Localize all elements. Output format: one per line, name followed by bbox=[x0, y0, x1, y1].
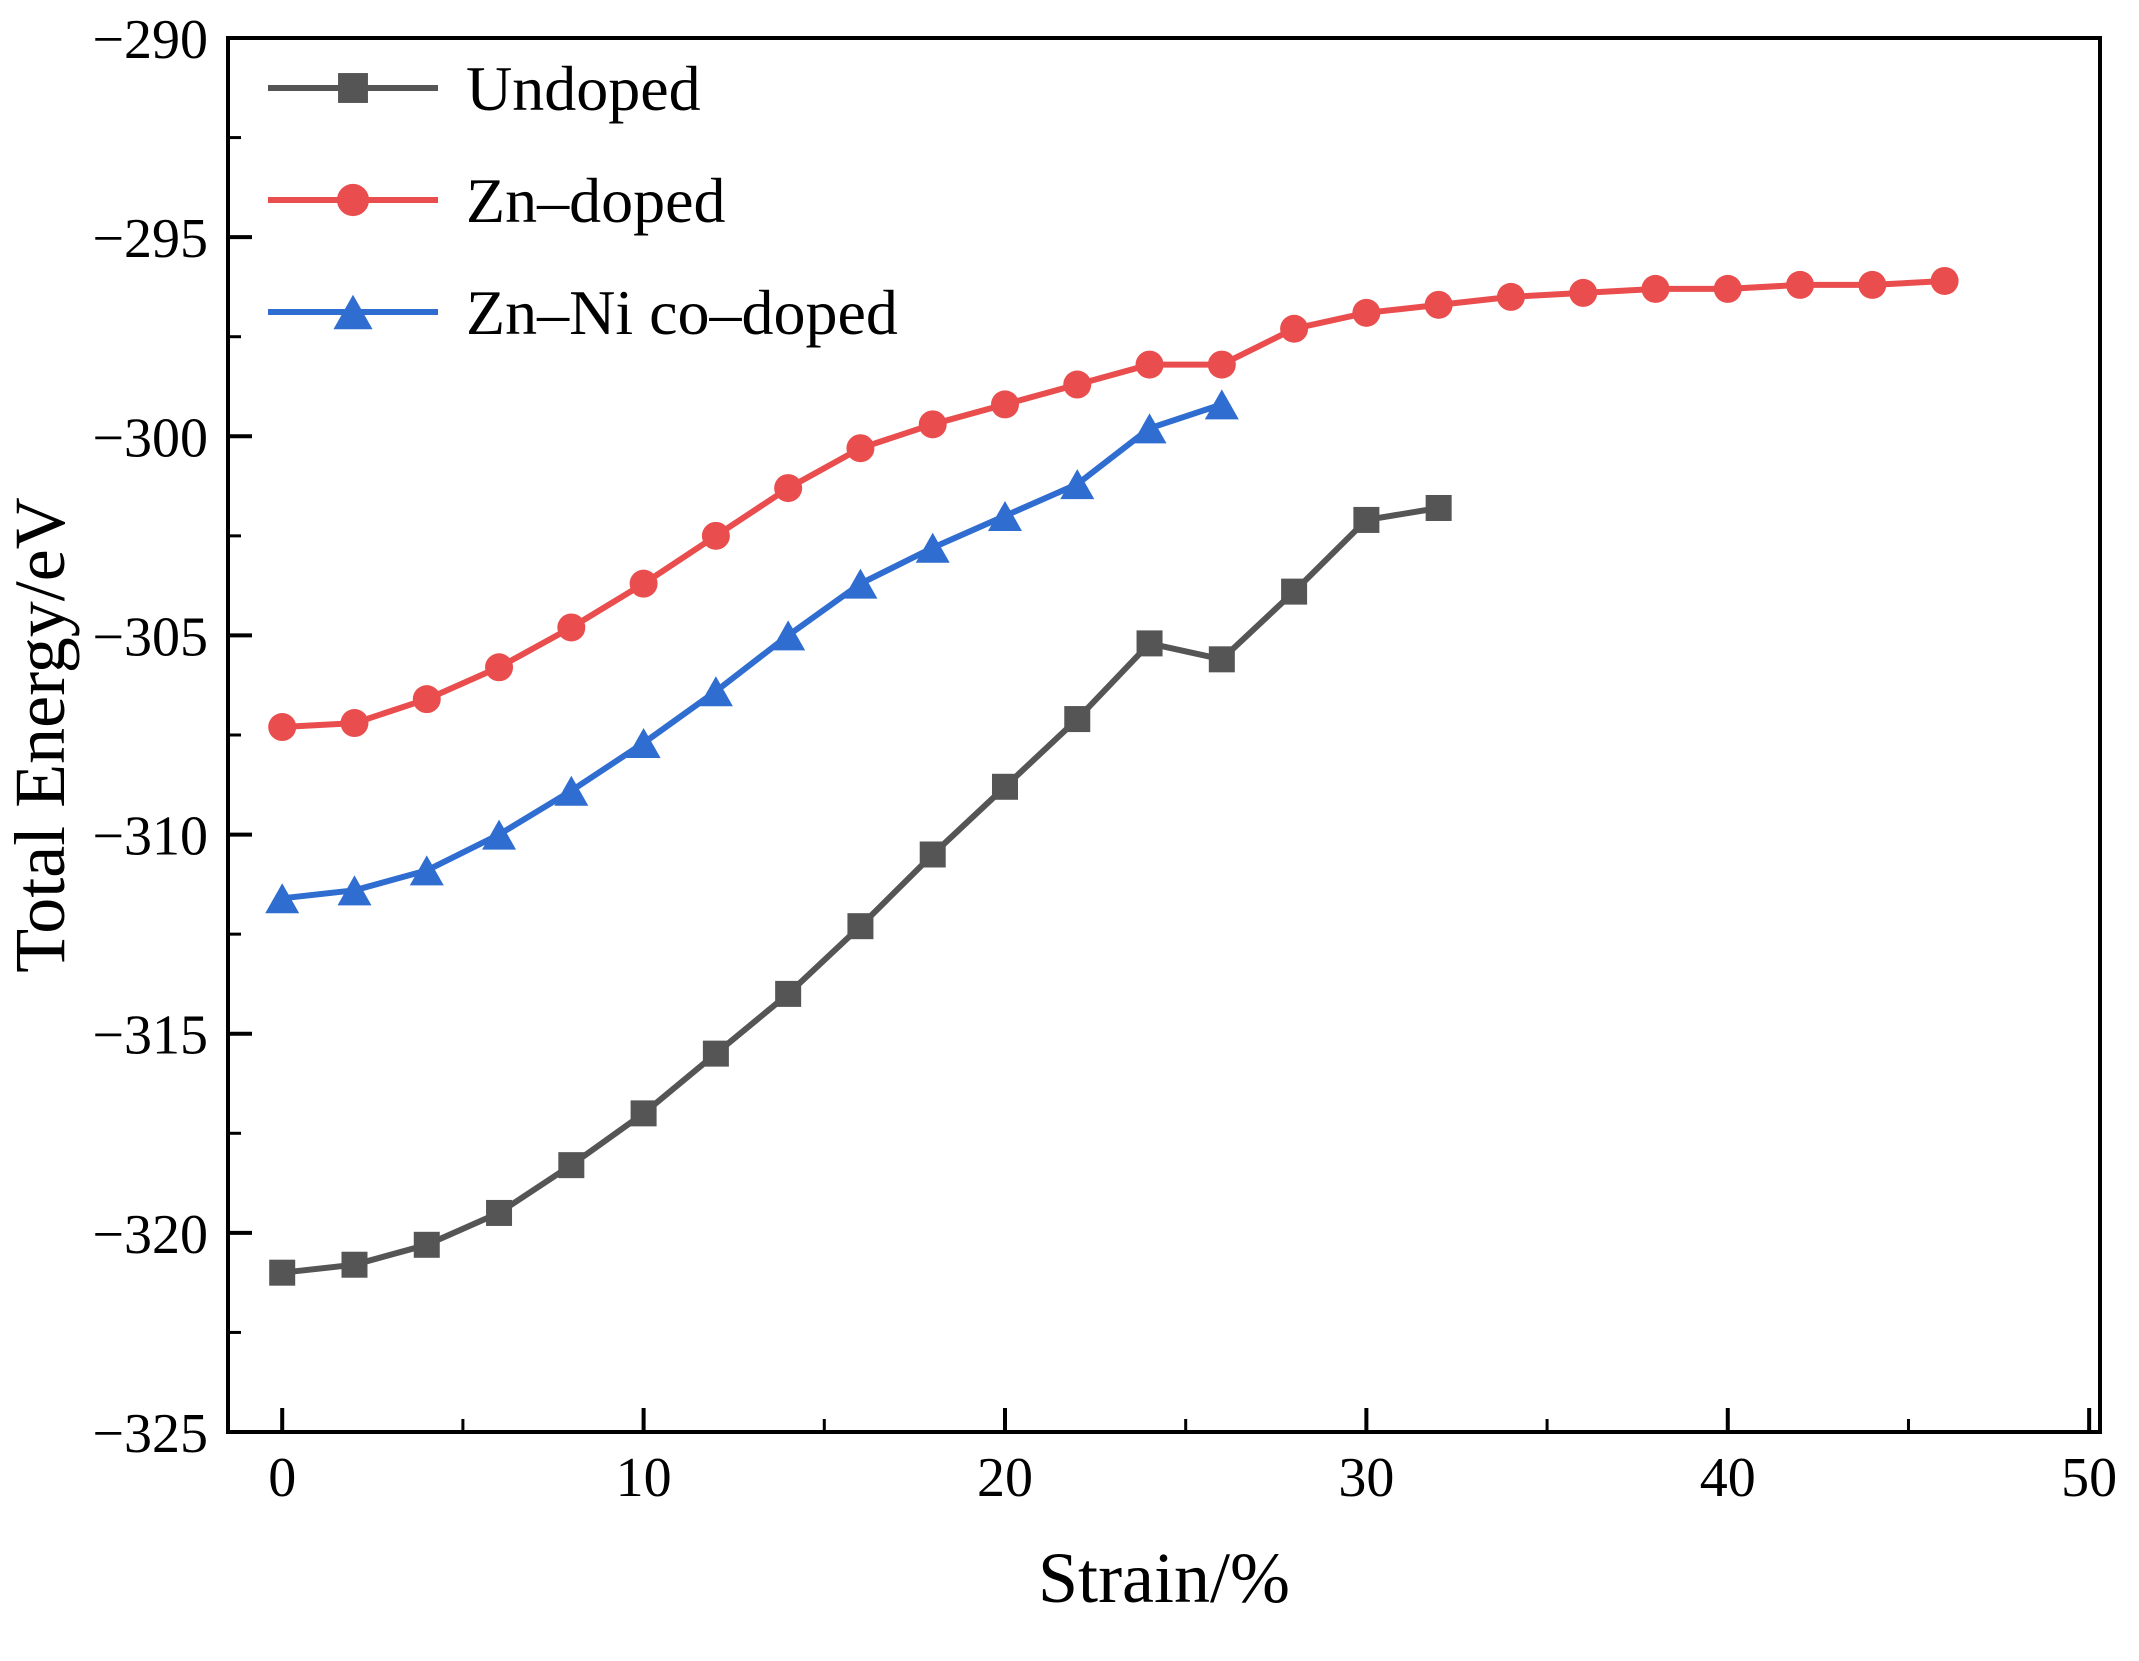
legend-item-zn-ni-co-doped: Zn–Ni co–doped bbox=[268, 277, 898, 348]
square-marker bbox=[1281, 578, 1308, 605]
y-tick-label: −305 bbox=[92, 606, 208, 668]
circle-marker bbox=[918, 410, 947, 439]
square-marker bbox=[341, 1251, 368, 1278]
circle-marker bbox=[1063, 370, 1092, 399]
triangle-marker bbox=[554, 775, 589, 806]
square-marker bbox=[630, 1100, 657, 1127]
axis-ticks bbox=[228, 36, 2092, 1434]
y-axis-title: Total Energy/eV bbox=[0, 497, 80, 973]
circle-marker bbox=[1930, 266, 1959, 295]
circle-marker bbox=[1280, 314, 1309, 343]
circle-marker bbox=[1713, 274, 1742, 303]
y-tick-label: −300 bbox=[92, 407, 208, 469]
triangle-marker bbox=[482, 819, 517, 850]
circle-marker bbox=[774, 474, 803, 503]
x-tick-label: 50 bbox=[2061, 1447, 2117, 1509]
triangle-marker bbox=[626, 727, 661, 758]
triangle-marker bbox=[843, 568, 878, 599]
triangle-marker bbox=[1060, 469, 1095, 500]
circle-marker bbox=[846, 434, 875, 463]
y-tick-label: −325 bbox=[92, 1403, 208, 1465]
square-marker bbox=[991, 773, 1018, 800]
x-axis-title: Strain/% bbox=[1038, 1538, 1290, 1618]
square-marker bbox=[1208, 646, 1235, 673]
circle-marker bbox=[268, 713, 297, 742]
x-tick-label: 20 bbox=[977, 1447, 1033, 1509]
circle-marker bbox=[1641, 274, 1670, 303]
legend: Undoped Zn–doped Zn–Ni co–doped bbox=[268, 53, 898, 348]
square-marker bbox=[1064, 706, 1091, 733]
y-tick-label: −320 bbox=[92, 1204, 208, 1266]
square-marker bbox=[1136, 630, 1163, 657]
y-tick-label: −315 bbox=[92, 1005, 208, 1067]
y-tick-label: −290 bbox=[92, 9, 208, 71]
triangle-marker bbox=[337, 875, 372, 906]
circle-marker bbox=[557, 613, 586, 642]
x-tick-label: 10 bbox=[616, 1447, 672, 1509]
circle-marker bbox=[1569, 278, 1598, 307]
square-marker bbox=[702, 1040, 729, 1067]
triangle-marker bbox=[333, 294, 373, 330]
axis-tick-labels: 0 10 20 30 40 50 −325 −320 −315 −310 −305 −300 −295 −… bbox=[92, 9, 2117, 1509]
circle-marker bbox=[629, 569, 658, 598]
series-line bbox=[279, 401, 1225, 902]
circle-marker bbox=[485, 653, 514, 682]
circle-marker bbox=[1424, 290, 1453, 319]
circle-marker bbox=[1352, 298, 1381, 327]
triangle-marker bbox=[1204, 389, 1239, 420]
square-marker bbox=[338, 73, 368, 103]
square-marker bbox=[1353, 506, 1380, 533]
square-marker bbox=[775, 980, 802, 1007]
circle-marker bbox=[1135, 350, 1164, 379]
series-zn-doped bbox=[268, 266, 1959, 742]
circle-marker bbox=[990, 390, 1019, 419]
square-marker bbox=[847, 913, 874, 940]
square-marker bbox=[558, 1152, 585, 1179]
triangle-marker bbox=[915, 532, 950, 563]
triangle-marker bbox=[698, 676, 733, 707]
circle-marker bbox=[412, 685, 441, 714]
x-tick-label: 0 bbox=[268, 1447, 296, 1509]
series-zn-ni-co-doped bbox=[265, 389, 1239, 914]
square-marker bbox=[269, 1259, 296, 1286]
circle-marker bbox=[1858, 270, 1887, 299]
y-tick-label: −310 bbox=[92, 806, 208, 868]
circle-marker bbox=[1496, 282, 1525, 311]
legend-label: Undoped bbox=[466, 53, 701, 124]
series-line bbox=[279, 505, 1442, 1276]
series-undoped bbox=[269, 494, 1452, 1286]
triangle-marker bbox=[1132, 413, 1167, 444]
legend-label: Zn–doped bbox=[466, 165, 726, 236]
triangle-marker bbox=[265, 883, 300, 914]
square-marker bbox=[486, 1199, 513, 1226]
triangle-marker bbox=[409, 855, 444, 886]
circle-marker bbox=[1207, 350, 1236, 379]
x-tick-label: 30 bbox=[1338, 1447, 1394, 1509]
square-marker bbox=[919, 841, 946, 868]
legend-item-zn-doped: Zn–doped bbox=[268, 165, 726, 236]
square-marker bbox=[1425, 494, 1452, 521]
legend-label: Zn–Ni co–doped bbox=[466, 277, 898, 348]
square-marker bbox=[413, 1231, 440, 1258]
circle-marker bbox=[336, 183, 370, 217]
x-tick-label: 40 bbox=[1700, 1447, 1756, 1509]
circle-marker bbox=[340, 709, 369, 738]
circle-marker bbox=[1786, 270, 1815, 299]
circle-marker bbox=[701, 521, 730, 550]
y-tick-label: −295 bbox=[92, 208, 208, 270]
triangle-marker bbox=[771, 620, 806, 651]
legend-item-undoped: Undoped bbox=[268, 53, 701, 124]
triangle-marker bbox=[987, 500, 1022, 531]
